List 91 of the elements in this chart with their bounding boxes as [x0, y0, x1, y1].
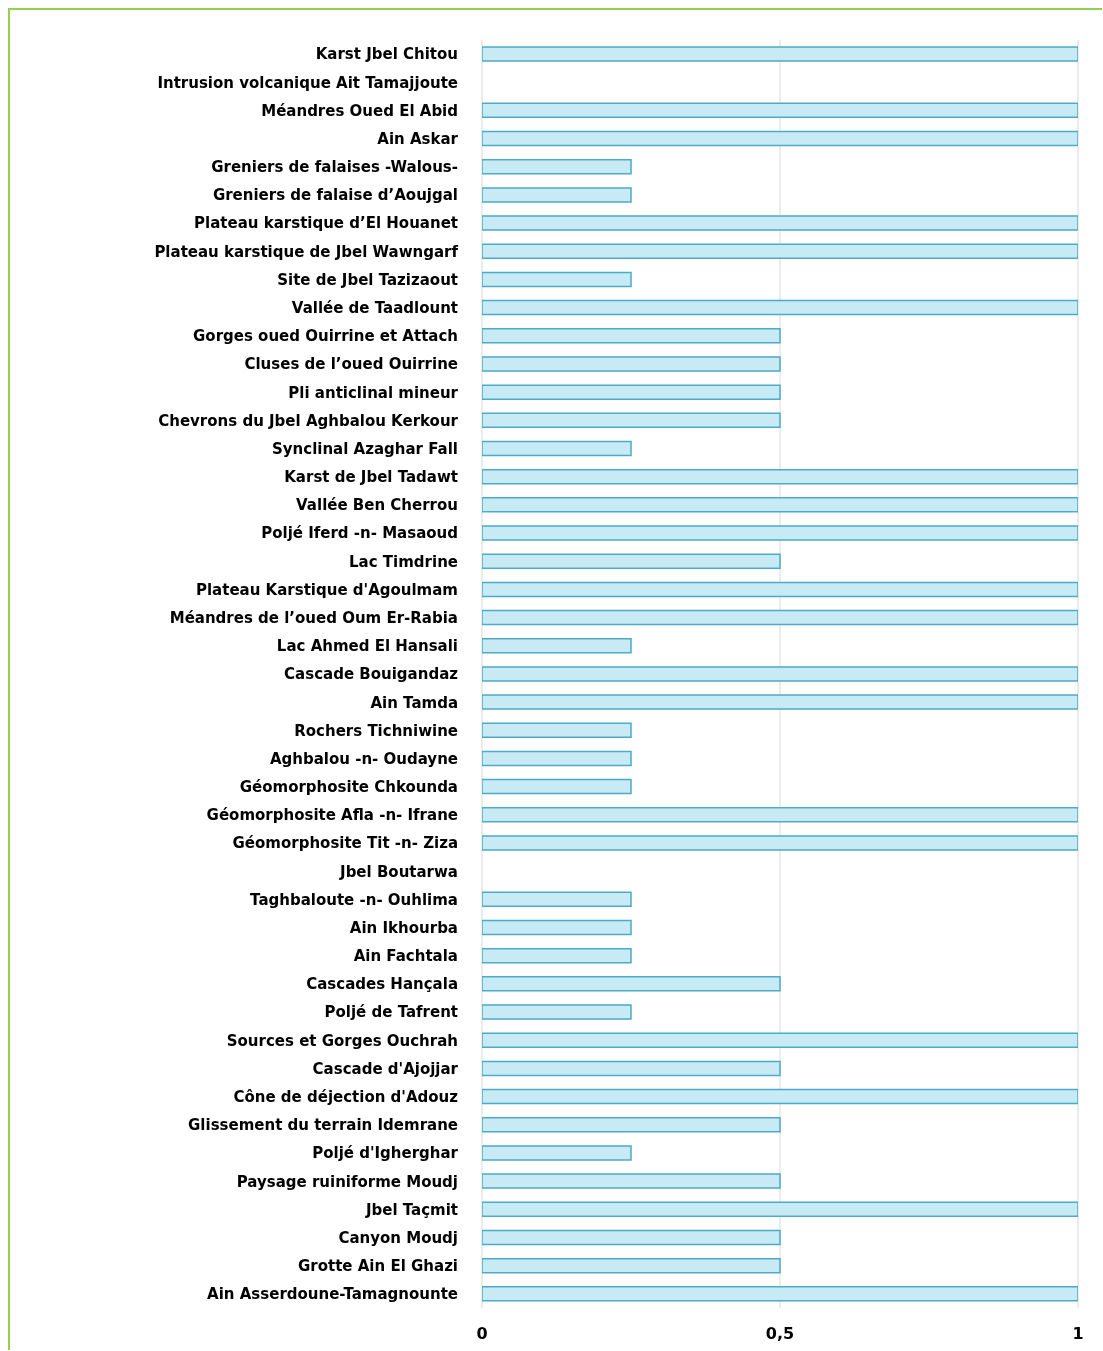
y-tick-label: Pli anticlinal mineur — [288, 383, 459, 402]
bar — [482, 694, 1078, 710]
bar — [482, 722, 632, 739]
y-tick-label: Cluses de l’oued Ouirrine — [244, 355, 458, 374]
bar — [482, 1117, 781, 1133]
y-tick-label: Cône de déjection d'Adouz — [233, 1087, 459, 1106]
bar — [482, 919, 632, 936]
bar — [482, 497, 1078, 513]
bar — [482, 778, 632, 795]
y-tick-label: Canyon Moudj — [338, 1228, 458, 1247]
bar — [482, 1173, 781, 1189]
bar — [482, 328, 781, 344]
y-tick-label: Rochers Tichniwine — [294, 721, 458, 740]
y-tick-label: Ain Fachtala — [353, 947, 458, 966]
x-tick-label: 1 — [1072, 1324, 1084, 1344]
y-tick-label: Karst Jbel Chitou — [315, 45, 458, 64]
y-tick-label: Cascade Bouigandaz — [284, 665, 459, 684]
y-tick-label: Taghbaloute -n- Ouhlima — [250, 890, 458, 909]
y-tick-label: Méandres de l’oued Oum Er-Rabia — [169, 608, 458, 627]
y-tick-label: Poljé d'Igherghar — [312, 1144, 459, 1163]
y-tick-label: Paysage ruiniforme Moudj — [236, 1172, 458, 1191]
bar — [482, 46, 1078, 62]
x-tick-label: 0 — [476, 1324, 488, 1344]
y-tick-label: Jbel Taçmit — [364, 1200, 458, 1219]
bar — [482, 102, 1078, 119]
bar — [482, 835, 1078, 851]
bar — [482, 271, 632, 288]
y-tick-label: Plateau karstique de Jbel Wawngarf — [154, 242, 459, 261]
bar — [482, 807, 1078, 823]
y-tick-label: Ain Askar — [377, 129, 459, 148]
y-tick-label: Géomorphosite Afla -n- Ifrane — [206, 806, 458, 825]
bar — [482, 609, 1078, 626]
bar — [482, 553, 781, 569]
bar — [482, 1088, 1078, 1105]
y-tick-label: Jbel Boutarwa — [339, 862, 458, 881]
y-tick-label: Poljé de Tafrent — [324, 1003, 458, 1022]
bar — [482, 187, 632, 203]
y-tick-label: Gorges oued Ouirrine et Attach — [193, 327, 458, 346]
y-tick-label: Poljé Iferd -n- Masaoud — [261, 524, 458, 543]
y-tick-label: Karst de Jbel Tadawt — [284, 468, 458, 487]
bar — [482, 976, 781, 992]
y-tick-label: Lac Timdrine — [349, 552, 458, 571]
y-tick-label: Vallée de Taadlount — [291, 299, 458, 318]
y-tick-label: Cascades Hançala — [306, 975, 458, 994]
bar — [482, 750, 632, 767]
bar — [482, 1201, 1078, 1218]
bar — [482, 158, 632, 175]
bar — [482, 215, 1078, 231]
bar — [482, 891, 632, 908]
y-tick-label: Plateau karstique d’El Houanet — [194, 214, 458, 233]
bar — [482, 1286, 1078, 1302]
y-tick-label: Cascade d'Ajojjar — [312, 1059, 459, 1078]
y-tick-label: Méandres Oued El Abid — [261, 101, 458, 120]
bar — [482, 1060, 781, 1077]
bar — [482, 1229, 781, 1246]
bar — [482, 581, 1078, 598]
bar — [482, 1004, 632, 1020]
y-tick-label: Glissement du terrain Idemrane — [188, 1116, 458, 1135]
bar — [482, 384, 781, 400]
bar — [482, 299, 1078, 316]
y-tick-label: Synclinal Azaghar Fall — [272, 439, 458, 458]
y-tick-label: Vallée Ben Cherrou — [296, 496, 458, 515]
y-tick-label: Géomorphosite Chkounda — [239, 778, 458, 797]
y-tick-label: Greniers de falaises -Walous- — [211, 158, 458, 177]
bar — [482, 947, 632, 964]
bar — [482, 637, 632, 654]
bar — [482, 1257, 781, 1274]
y-tick-label: Intrusion volcanique Ait Tamajjoute — [157, 73, 458, 92]
bar — [482, 440, 632, 457]
bar — [482, 130, 1078, 147]
bar — [482, 525, 1078, 541]
y-tick-label: Chevrons du Jbel Aghbalou Kerkour — [158, 411, 459, 430]
y-tick-label: Sources et Gorges Ouchrah — [226, 1031, 458, 1050]
bar — [482, 1032, 1078, 1048]
y-tick-label: Lac Ahmed El Hansali — [276, 637, 458, 656]
y-tick-label: Site de Jbel Tazizaout — [277, 270, 458, 289]
bar — [482, 243, 1078, 259]
y-tick-label: Greniers de falaise d’Aoujgal — [212, 186, 458, 205]
y-tick-label: Grotte Ain El Ghazi — [298, 1257, 458, 1276]
y-tick-label: Plateau Karstique d'Agoulmam — [195, 580, 458, 599]
bar — [482, 1145, 632, 1161]
bar — [482, 666, 1078, 682]
y-tick-label: Ain Asserdoune-Tamagnounte — [207, 1285, 458, 1304]
y-tick-label: Ain Tamda — [370, 693, 458, 712]
x-tick-label: 0,5 — [765, 1324, 795, 1344]
bar — [482, 356, 781, 372]
y-tick-label: Géomorphosite Tit -n- Ziza — [232, 834, 458, 853]
y-tick-label: Ain Ikhourba — [349, 918, 458, 937]
y-tick-label: Aghbalou -n- Oudayne — [269, 749, 458, 768]
bar — [482, 468, 1078, 485]
bar — [482, 412, 781, 429]
